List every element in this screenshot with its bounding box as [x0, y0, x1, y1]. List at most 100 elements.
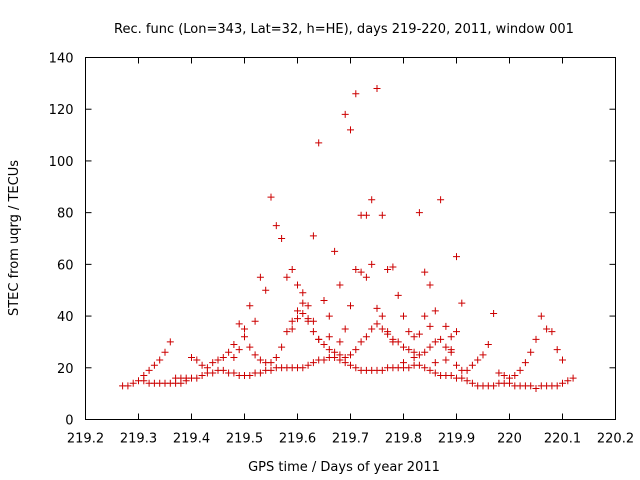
data-point [246, 343, 254, 351]
data-point [341, 325, 349, 333]
data-point [378, 366, 386, 374]
data-point [405, 328, 413, 336]
data-point [140, 372, 148, 380]
data-point [368, 325, 376, 333]
data-point [325, 333, 333, 341]
data-point [564, 377, 572, 385]
data-point [431, 307, 439, 315]
data-point [272, 222, 280, 230]
data-point [235, 320, 243, 328]
data-point [336, 338, 344, 346]
data-point [415, 209, 423, 217]
data-point [468, 379, 476, 387]
data-point [347, 302, 354, 310]
data-point [511, 372, 519, 380]
data-point [569, 374, 577, 382]
data-point [500, 372, 508, 380]
x-tick-label: 219.9 [438, 432, 475, 447]
data-point [384, 266, 392, 274]
data-point [378, 312, 386, 320]
data-point [198, 372, 206, 380]
data-point [209, 359, 217, 367]
data-point [405, 364, 413, 372]
data-point [479, 351, 487, 359]
data-point [352, 364, 360, 372]
data-point [362, 333, 370, 341]
data-point [278, 343, 286, 351]
data-point [352, 90, 360, 98]
data-point [426, 366, 434, 374]
data-point [447, 346, 455, 354]
data-point [304, 315, 312, 323]
x-tick-label: 219.5 [226, 432, 263, 447]
data-point [193, 374, 201, 382]
data-point [400, 312, 407, 320]
data-point [161, 348, 169, 356]
data-point [352, 266, 360, 274]
data-point [294, 281, 301, 289]
data-point [294, 315, 301, 323]
data-point [256, 356, 264, 364]
data-point [283, 273, 291, 281]
data-point [347, 361, 354, 369]
data-point [506, 374, 513, 382]
y-tick-label: 80 [57, 207, 74, 222]
y-tick-label: 20 [57, 362, 74, 377]
data-point [458, 374, 466, 382]
data-point [405, 346, 413, 354]
data-point [378, 211, 386, 219]
data-point [315, 139, 323, 147]
data-point [458, 299, 466, 307]
data-point [468, 361, 476, 369]
data-point [347, 126, 354, 134]
data-point [182, 374, 190, 382]
data-point [415, 351, 423, 359]
y-axis-label: STEC from uqrg / TECUs [7, 160, 22, 316]
data-point [320, 297, 328, 305]
data-point [415, 330, 423, 338]
data-point [267, 359, 275, 367]
data-point [331, 348, 339, 356]
y-tick-label: 100 [49, 155, 74, 170]
data-point [214, 356, 222, 364]
data-point [453, 361, 460, 369]
data-point [495, 369, 503, 377]
data-point [415, 361, 423, 369]
data-point [373, 85, 381, 93]
data-point [166, 338, 174, 346]
data-point [431, 369, 439, 377]
data-point [299, 309, 307, 317]
data-point [299, 299, 307, 307]
data-point [256, 273, 264, 281]
data-point [357, 338, 365, 346]
data-point [309, 328, 317, 336]
data-point [341, 110, 349, 118]
data-point [362, 211, 370, 219]
data-point [219, 353, 227, 361]
data-point [368, 196, 376, 204]
data-point [251, 351, 259, 359]
data-point [288, 266, 296, 274]
data-point [421, 268, 429, 276]
data-point [299, 289, 307, 297]
data-point [437, 335, 445, 343]
data-point [309, 232, 317, 240]
data-point [315, 335, 323, 343]
data-point [267, 193, 275, 201]
data-point [230, 341, 238, 349]
data-point [474, 356, 482, 364]
data-point [288, 325, 296, 333]
data-point [325, 312, 333, 320]
data-point [209, 369, 217, 377]
data-point [246, 302, 254, 310]
data-point [442, 343, 450, 351]
data-point [553, 346, 561, 354]
data-point [288, 317, 296, 325]
data-point [129, 379, 137, 387]
data-point [256, 369, 264, 377]
data-point [559, 379, 566, 387]
x-tick-label: 219.3 [120, 432, 157, 447]
data-point [278, 235, 286, 242]
data-point [320, 356, 328, 364]
x-tick-label: 219.6 [279, 432, 316, 447]
